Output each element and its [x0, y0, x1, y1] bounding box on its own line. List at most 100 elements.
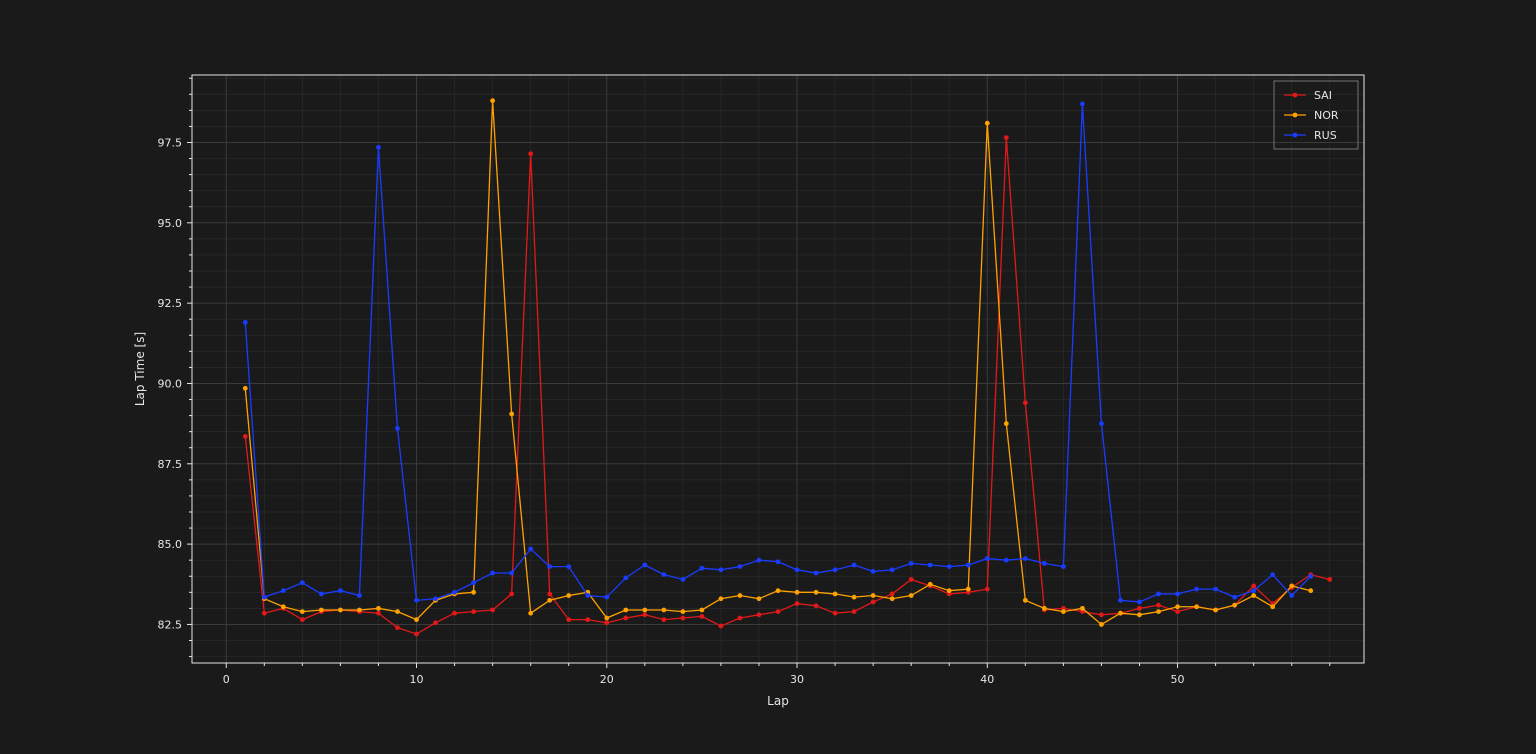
- marker: [1099, 612, 1104, 617]
- marker: [985, 121, 990, 126]
- marker: [966, 587, 971, 592]
- marker: [319, 608, 324, 613]
- marker: [623, 575, 628, 580]
- marker: [966, 563, 971, 568]
- marker: [1156, 603, 1161, 608]
- marker: [623, 616, 628, 621]
- x-axis-label: Lap: [767, 694, 789, 708]
- y-axis-label: Lap Time [s]: [133, 332, 147, 406]
- marker: [471, 609, 476, 614]
- svg-text:85.0: 85.0: [158, 538, 183, 551]
- marker: [1118, 598, 1123, 603]
- marker: [1213, 608, 1218, 613]
- marker: [262, 611, 267, 616]
- marker: [414, 598, 419, 603]
- marker: [795, 601, 800, 606]
- legend-label: SAI: [1314, 89, 1332, 102]
- marker: [1308, 574, 1313, 579]
- marker: [1194, 604, 1199, 609]
- marker: [1289, 583, 1294, 588]
- marker: [338, 608, 343, 613]
- marker: [1137, 606, 1142, 611]
- svg-text:30: 30: [790, 673, 804, 686]
- marker: [395, 609, 400, 614]
- marker: [604, 616, 609, 621]
- marker: [833, 611, 838, 616]
- marker: [719, 567, 724, 572]
- marker: [985, 587, 990, 592]
- marker: [1042, 606, 1047, 611]
- legend-label: NOR: [1314, 109, 1339, 122]
- marker: [776, 588, 781, 593]
- marker: [376, 145, 381, 150]
- marker: [1137, 612, 1142, 617]
- marker: [490, 608, 495, 613]
- marker: [604, 620, 609, 625]
- marker: [585, 617, 590, 622]
- marker: [357, 593, 362, 598]
- marker: [795, 590, 800, 595]
- marker: [699, 566, 704, 571]
- marker: [1251, 583, 1256, 588]
- marker: [1270, 572, 1275, 577]
- marker: [509, 412, 514, 417]
- marker: [1061, 564, 1066, 569]
- marker: [566, 617, 571, 622]
- marker: [852, 609, 857, 614]
- marker: [585, 593, 590, 598]
- marker: [452, 590, 457, 595]
- marker: [1175, 609, 1180, 614]
- lap-time-chart: 01020304050Lap82.585.087.590.092.595.097…: [0, 0, 1536, 754]
- marker: [376, 611, 381, 616]
- marker: [985, 556, 990, 561]
- marker: [1080, 606, 1085, 611]
- chart-svg: 01020304050Lap82.585.087.590.092.595.097…: [0, 0, 1536, 754]
- marker: [1004, 558, 1009, 563]
- marker: [376, 606, 381, 611]
- marker: [395, 426, 400, 431]
- marker: [738, 564, 743, 569]
- marker: [642, 563, 647, 568]
- marker: [281, 604, 286, 609]
- marker: [642, 608, 647, 613]
- svg-text:0: 0: [223, 673, 230, 686]
- marker: [281, 588, 286, 593]
- marker: [719, 624, 724, 629]
- marker: [490, 98, 495, 103]
- marker: [738, 616, 743, 621]
- marker: [795, 567, 800, 572]
- marker: [471, 580, 476, 585]
- marker: [871, 600, 876, 605]
- marker: [1175, 604, 1180, 609]
- marker: [699, 608, 704, 613]
- marker: [319, 592, 324, 597]
- marker: [1023, 556, 1028, 561]
- marker: [661, 617, 666, 622]
- marker: [890, 596, 895, 601]
- marker: [300, 580, 305, 585]
- marker: [738, 593, 743, 598]
- marker: [909, 593, 914, 598]
- marker: [1061, 609, 1066, 614]
- svg-text:87.5: 87.5: [158, 458, 183, 471]
- marker: [1156, 592, 1161, 597]
- marker: [1156, 609, 1161, 614]
- marker: [680, 616, 685, 621]
- marker: [243, 320, 248, 325]
- marker: [509, 571, 514, 576]
- marker: [433, 620, 438, 625]
- marker: [1023, 400, 1028, 405]
- marker: [1099, 622, 1104, 627]
- marker: [1080, 102, 1085, 107]
- marker: [300, 609, 305, 614]
- marker: [776, 559, 781, 564]
- marker: [699, 614, 704, 619]
- marker: [1175, 592, 1180, 597]
- marker: [414, 617, 419, 622]
- marker: [338, 588, 343, 593]
- marker: [852, 563, 857, 568]
- marker: [1042, 561, 1047, 566]
- marker: [947, 564, 952, 569]
- marker: [661, 608, 666, 613]
- marker: [1289, 593, 1294, 598]
